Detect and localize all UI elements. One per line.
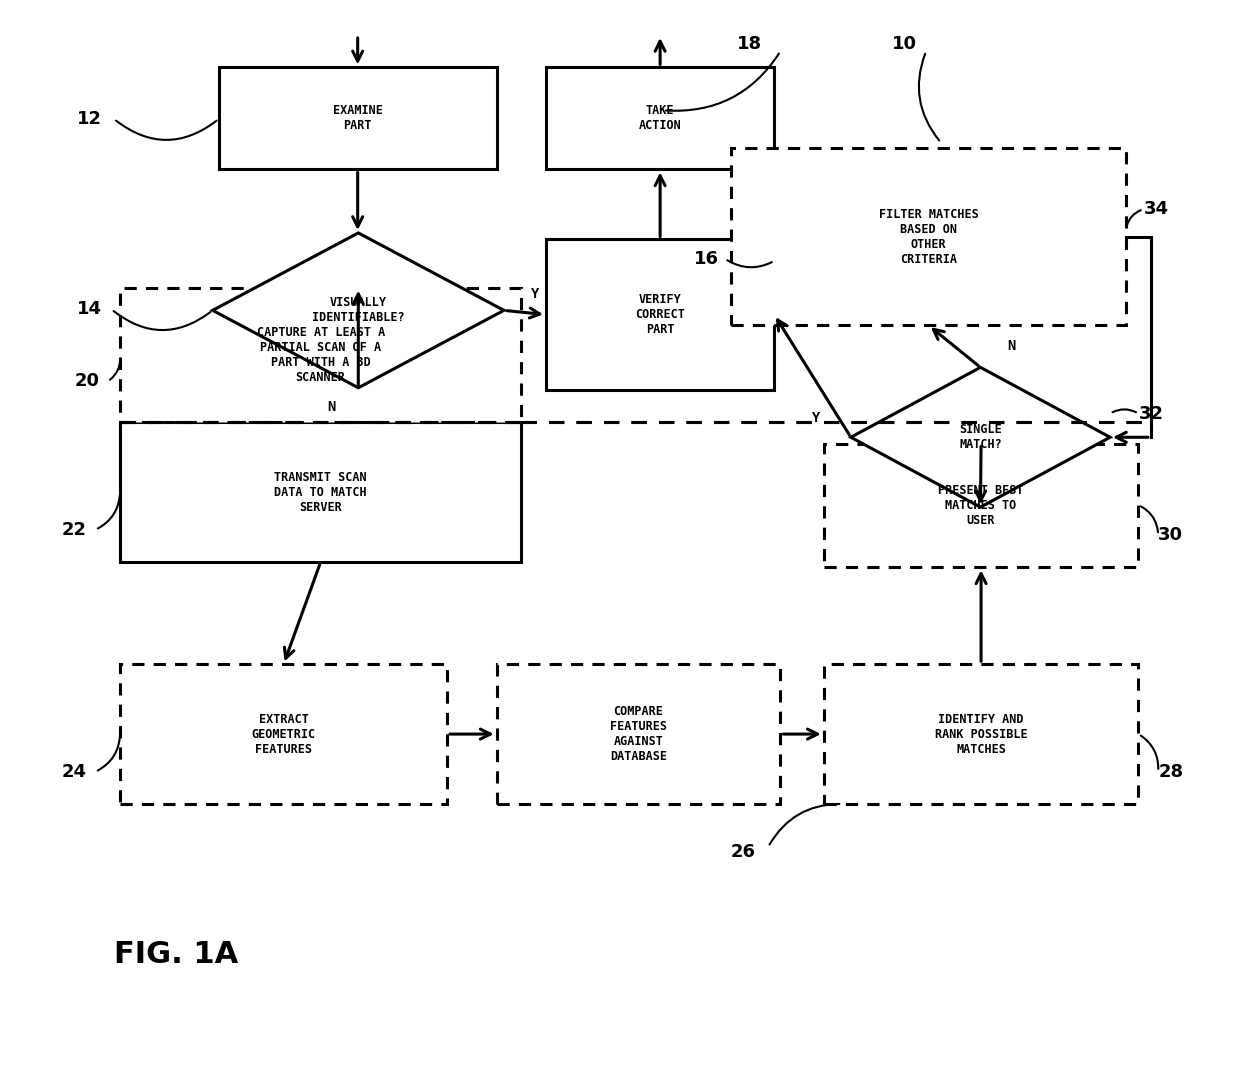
Text: 22: 22 xyxy=(62,521,87,538)
Bar xyxy=(496,664,780,804)
Bar xyxy=(120,423,521,562)
Text: VERIFY
CORRECT
PART: VERIFY CORRECT PART xyxy=(635,293,684,336)
Text: SINGLE
MATCH?: SINGLE MATCH? xyxy=(959,424,1002,451)
Text: 12: 12 xyxy=(77,110,102,128)
Text: N: N xyxy=(327,400,335,414)
Bar xyxy=(218,67,496,170)
Text: CAPTURE AT LEAST A
PARTIAL SCAN OF A
PART WITH A 3D
SCANNER: CAPTURE AT LEAST A PARTIAL SCAN OF A PAR… xyxy=(257,326,384,384)
Text: 16: 16 xyxy=(694,250,719,268)
Bar xyxy=(120,664,448,804)
Text: 28: 28 xyxy=(1158,763,1183,780)
Bar xyxy=(732,148,1126,325)
Text: Y: Y xyxy=(531,288,539,302)
Text: 32: 32 xyxy=(1138,404,1163,423)
Text: 30: 30 xyxy=(1158,526,1183,544)
Bar xyxy=(546,67,774,170)
Text: EXAMINE
PART: EXAMINE PART xyxy=(332,105,383,132)
Text: IDENTIFY AND
RANK POSSIBLE
MATCHES: IDENTIFY AND RANK POSSIBLE MATCHES xyxy=(935,712,1028,756)
Text: EXTRACT
GEOMETRIC
FEATURES: EXTRACT GEOMETRIC FEATURES xyxy=(252,712,316,756)
Polygon shape xyxy=(212,232,503,388)
Text: 20: 20 xyxy=(74,372,99,390)
Text: N: N xyxy=(1007,338,1016,352)
Text: TRANSMIT SCAN
DATA TO MATCH
SERVER: TRANSMIT SCAN DATA TO MATCH SERVER xyxy=(274,470,367,513)
Bar xyxy=(823,443,1138,568)
Text: 34: 34 xyxy=(1143,200,1168,218)
Text: VISUALLY
IDENTIFIABLE?: VISUALLY IDENTIFIABLE? xyxy=(312,296,404,324)
Text: 24: 24 xyxy=(62,763,87,780)
Polygon shape xyxy=(851,368,1110,507)
Bar xyxy=(546,239,774,390)
Text: 10: 10 xyxy=(892,35,916,53)
Text: TAKE
ACTION: TAKE ACTION xyxy=(639,105,682,132)
Text: 18: 18 xyxy=(738,35,763,53)
Text: 26: 26 xyxy=(732,843,756,862)
Text: FILTER MATCHES
BASED ON
OTHER
CRITERIA: FILTER MATCHES BASED ON OTHER CRITERIA xyxy=(879,208,978,266)
Text: 14: 14 xyxy=(77,301,102,318)
Text: PRESENT BEST
MATCHES TO
USER: PRESENT BEST MATCHES TO USER xyxy=(939,484,1024,528)
Bar xyxy=(120,288,521,423)
Text: Y: Y xyxy=(812,411,821,425)
Bar xyxy=(823,664,1138,804)
Text: FIG. 1A: FIG. 1A xyxy=(114,940,238,969)
Text: COMPARE
FEATURES
AGAINST
DATABASE: COMPARE FEATURES AGAINST DATABASE xyxy=(610,705,667,763)
